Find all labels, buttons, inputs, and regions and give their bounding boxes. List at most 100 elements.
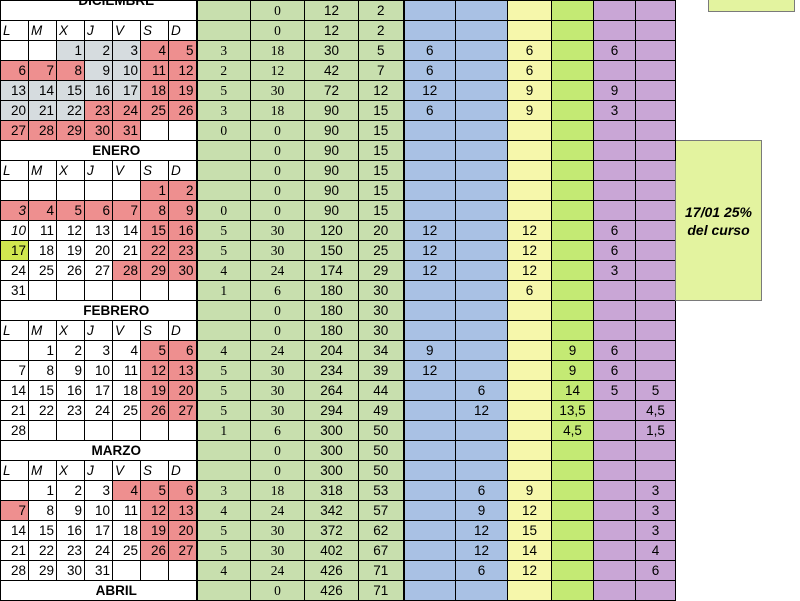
day-cell[interactable] bbox=[0, 180, 29, 201]
day-cell[interactable]: 25 bbox=[112, 400, 141, 421]
day-cell[interactable]: 16 bbox=[168, 220, 197, 241]
day-cell[interactable]: 26 bbox=[168, 100, 197, 121]
day-cell[interactable]: 12 bbox=[140, 360, 169, 381]
day-cell[interactable]: 5 bbox=[56, 200, 85, 221]
day-cell[interactable]: 4 bbox=[140, 40, 169, 61]
day-cell[interactable]: 20 bbox=[168, 380, 197, 401]
day-cell[interactable]: 2 bbox=[84, 40, 113, 61]
day-cell[interactable] bbox=[140, 420, 169, 441]
day-cell[interactable]: 31 bbox=[84, 560, 113, 581]
day-cell[interactable] bbox=[112, 560, 141, 581]
day-cell[interactable]: 21 bbox=[112, 240, 141, 261]
day-cell[interactable]: 29 bbox=[28, 560, 57, 581]
day-cell[interactable]: 28 bbox=[0, 420, 29, 441]
day-cell[interactable]: 7 bbox=[0, 360, 29, 381]
day-cell[interactable]: 14 bbox=[0, 380, 29, 401]
day-cell[interactable]: 21 bbox=[0, 400, 29, 421]
day-cell[interactable] bbox=[168, 120, 197, 141]
day-cell[interactable]: 17 bbox=[84, 380, 113, 401]
day-cell[interactable]: 27 bbox=[168, 400, 197, 421]
day-cell[interactable]: 26 bbox=[56, 260, 85, 281]
day-cell[interactable]: 3 bbox=[84, 480, 113, 501]
day-cell[interactable]: 13 bbox=[84, 220, 113, 241]
day-cell[interactable] bbox=[28, 180, 57, 201]
day-cell[interactable]: 21 bbox=[28, 100, 57, 121]
day-cell[interactable]: 9 bbox=[168, 200, 197, 221]
day-cell[interactable]: 2 bbox=[56, 340, 85, 361]
day-cell[interactable] bbox=[28, 280, 57, 301]
day-cell[interactable]: 6 bbox=[168, 480, 197, 501]
day-cell[interactable]: 19 bbox=[140, 380, 169, 401]
day-cell[interactable]: 18 bbox=[112, 520, 141, 541]
day-cell[interactable]: 28 bbox=[28, 120, 57, 141]
day-cell[interactable]: 15 bbox=[56, 80, 85, 101]
day-cell[interactable]: 21 bbox=[0, 540, 29, 561]
day-cell[interactable]: 4 bbox=[112, 480, 141, 501]
day-cell[interactable]: 1 bbox=[28, 340, 57, 361]
day-cell[interactable]: 22 bbox=[28, 540, 57, 561]
day-cell[interactable]: 30 bbox=[56, 560, 85, 581]
day-cell[interactable] bbox=[56, 280, 85, 301]
day-cell[interactable]: 16 bbox=[56, 380, 85, 401]
day-cell[interactable]: 24 bbox=[84, 400, 113, 421]
day-cell[interactable]: 7 bbox=[28, 60, 57, 81]
day-cell[interactable]: 13 bbox=[168, 360, 197, 381]
day-cell[interactable] bbox=[112, 180, 141, 201]
day-cell[interactable]: 17 bbox=[112, 80, 141, 101]
day-cell[interactable]: 25 bbox=[112, 540, 141, 561]
day-cell[interactable]: 4 bbox=[28, 200, 57, 221]
day-cell[interactable]: 16 bbox=[56, 520, 85, 541]
day-cell[interactable]: 8 bbox=[28, 500, 57, 521]
day-cell[interactable]: 20 bbox=[168, 520, 197, 541]
day-cell[interactable]: 23 bbox=[168, 240, 197, 261]
day-cell[interactable]: 3 bbox=[112, 40, 141, 61]
day-cell[interactable]: 31 bbox=[112, 120, 141, 141]
day-cell[interactable]: 15 bbox=[28, 380, 57, 401]
day-cell[interactable]: 5 bbox=[140, 480, 169, 501]
day-cell[interactable]: 5 bbox=[168, 40, 197, 61]
day-cell[interactable]: 27 bbox=[0, 120, 29, 141]
day-cell[interactable]: 2 bbox=[168, 180, 197, 201]
day-cell[interactable]: 16 bbox=[84, 80, 113, 101]
day-cell[interactable]: 24 bbox=[112, 100, 141, 121]
day-cell[interactable]: 7 bbox=[112, 200, 141, 221]
day-cell[interactable]: 8 bbox=[140, 200, 169, 221]
day-cell[interactable]: 10 bbox=[84, 360, 113, 381]
day-cell[interactable]: 13 bbox=[0, 80, 29, 101]
day-cell[interactable]: 12 bbox=[168, 60, 197, 81]
day-cell[interactable] bbox=[140, 120, 169, 141]
day-cell[interactable] bbox=[140, 280, 169, 301]
day-cell[interactable] bbox=[56, 180, 85, 201]
day-cell[interactable]: 11 bbox=[140, 60, 169, 81]
day-cell[interactable]: 17 bbox=[0, 240, 29, 261]
day-cell[interactable]: 12 bbox=[140, 500, 169, 521]
day-cell[interactable]: 23 bbox=[84, 100, 113, 121]
day-cell[interactable]: 18 bbox=[140, 80, 169, 101]
day-cell[interactable] bbox=[28, 40, 57, 61]
day-cell[interactable] bbox=[140, 560, 169, 581]
day-cell[interactable] bbox=[168, 280, 197, 301]
day-cell[interactable] bbox=[84, 180, 113, 201]
day-cell[interactable]: 15 bbox=[140, 220, 169, 241]
day-cell[interactable]: 29 bbox=[56, 120, 85, 141]
day-cell[interactable]: 9 bbox=[84, 60, 113, 81]
day-cell[interactable] bbox=[56, 420, 85, 441]
day-cell[interactable]: 11 bbox=[112, 360, 141, 381]
day-cell[interactable]: 13 bbox=[168, 500, 197, 521]
day-cell[interactable] bbox=[28, 420, 57, 441]
day-cell[interactable]: 11 bbox=[28, 220, 57, 241]
day-cell[interactable]: 22 bbox=[140, 240, 169, 261]
day-cell[interactable]: 6 bbox=[168, 340, 197, 361]
day-cell[interactable]: 24 bbox=[0, 260, 29, 281]
day-cell[interactable] bbox=[84, 280, 113, 301]
day-cell[interactable]: 17 bbox=[84, 520, 113, 541]
day-cell[interactable]: 18 bbox=[28, 240, 57, 261]
day-cell[interactable]: 10 bbox=[0, 220, 29, 241]
day-cell[interactable]: 15 bbox=[28, 520, 57, 541]
day-cell[interactable]: 6 bbox=[84, 200, 113, 221]
day-cell[interactable]: 4 bbox=[112, 340, 141, 361]
day-cell[interactable]: 20 bbox=[84, 240, 113, 261]
day-cell[interactable]: 11 bbox=[112, 500, 141, 521]
day-cell[interactable]: 8 bbox=[56, 60, 85, 81]
day-cell[interactable]: 1 bbox=[28, 480, 57, 501]
